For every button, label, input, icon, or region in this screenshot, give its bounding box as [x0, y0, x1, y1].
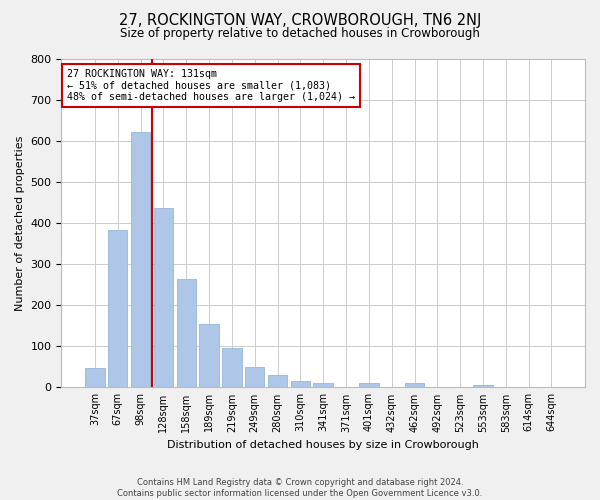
Text: 27, ROCKINGTON WAY, CROWBOROUGH, TN6 2NJ: 27, ROCKINGTON WAY, CROWBOROUGH, TN6 2NJ — [119, 12, 481, 28]
Bar — [154, 208, 173, 388]
Bar — [108, 230, 127, 388]
Text: 27 ROCKINGTON WAY: 131sqm
← 51% of detached houses are smaller (1,083)
48% of se: 27 ROCKINGTON WAY: 131sqm ← 51% of detac… — [67, 69, 355, 102]
X-axis label: Distribution of detached houses by size in Crowborough: Distribution of detached houses by size … — [167, 440, 479, 450]
Text: Contains HM Land Registry data © Crown copyright and database right 2024.
Contai: Contains HM Land Registry data © Crown c… — [118, 478, 482, 498]
Bar — [405, 382, 424, 388]
Bar — [222, 348, 242, 388]
Bar — [473, 384, 493, 388]
Y-axis label: Number of detached properties: Number of detached properties — [15, 136, 25, 311]
Bar — [176, 278, 196, 388]
Text: Size of property relative to detached houses in Crowborough: Size of property relative to detached ho… — [120, 28, 480, 40]
Bar — [85, 368, 104, 388]
Bar — [245, 367, 265, 388]
Bar — [199, 324, 219, 388]
Bar — [313, 382, 333, 388]
Bar — [359, 382, 379, 388]
Bar — [131, 132, 150, 388]
Bar — [268, 375, 287, 388]
Bar — [290, 381, 310, 388]
